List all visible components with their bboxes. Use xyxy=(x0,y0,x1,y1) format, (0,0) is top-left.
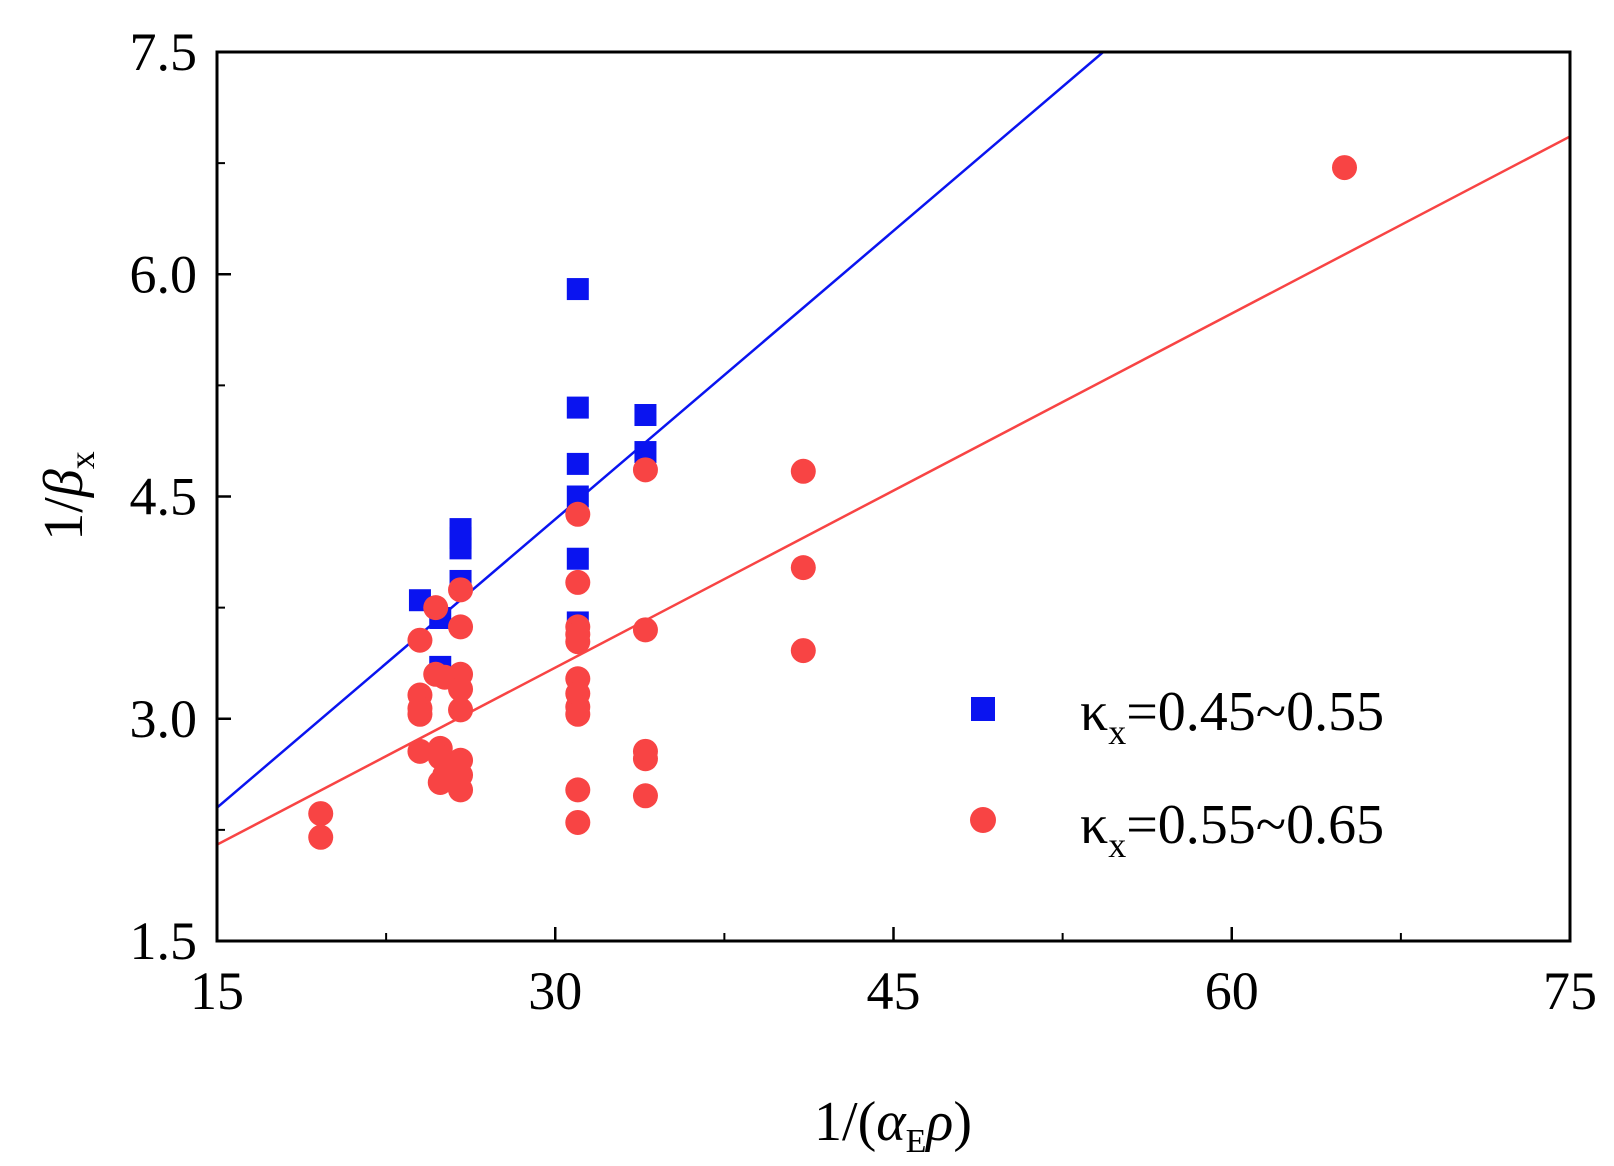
legend-marker-series-1 xyxy=(971,697,995,721)
point-series-2 xyxy=(308,824,334,850)
y-tick-label: 3.0 xyxy=(130,689,198,749)
point-series-2 xyxy=(632,746,658,772)
point-series-2 xyxy=(790,638,816,664)
x-tick-label: 60 xyxy=(1205,961,1259,1021)
legend: κx=0.45~0.55 κx=0.55~0.65 xyxy=(970,681,1384,865)
axis-ticks xyxy=(215,50,1572,943)
point-series-2 xyxy=(632,457,658,483)
x-axis-title: 1/(αEρ) xyxy=(814,1091,972,1160)
point-series-2 xyxy=(565,569,591,595)
data-points xyxy=(308,155,1357,850)
point-series-2 xyxy=(448,777,474,803)
x-tick-label: 45 xyxy=(867,961,921,1021)
legend-label-series-2: κx=0.55~0.65 xyxy=(1080,794,1384,865)
point-series-2 xyxy=(790,555,816,581)
point-series-1 xyxy=(566,485,589,508)
y-tick-label: 6.0 xyxy=(130,244,198,304)
y-tick-label: 7.5 xyxy=(130,22,198,82)
point-series-2 xyxy=(448,577,474,603)
point-series-1 xyxy=(566,452,589,475)
point-series-2 xyxy=(448,614,474,640)
point-series-2 xyxy=(448,697,474,723)
point-series-1 xyxy=(634,441,657,464)
y-tick-label: 1.5 xyxy=(130,911,198,971)
point-series-2 xyxy=(790,458,816,484)
x-tick-label: 75 xyxy=(1543,961,1597,1021)
point-series-2 xyxy=(407,627,433,653)
point-series-2 xyxy=(1332,155,1357,181)
point-series-2 xyxy=(423,595,449,621)
point-series-2 xyxy=(308,801,334,827)
point-series-2 xyxy=(448,676,474,702)
legend-label-series-1: κx=0.45~0.55 xyxy=(1080,681,1384,752)
point-series-1 xyxy=(566,396,589,419)
legend-marker-series-2 xyxy=(970,807,996,833)
point-series-2 xyxy=(407,701,433,727)
point-series-1 xyxy=(634,404,657,427)
point-series-2 xyxy=(565,809,591,835)
point-series-1 xyxy=(566,278,589,301)
fit-line-series-2 xyxy=(217,135,1570,846)
x-tick-label: 15 xyxy=(190,961,244,1021)
point-series-2 xyxy=(632,783,658,809)
x-tick-label: 30 xyxy=(528,961,582,1021)
y-axis-title: 1/βx xyxy=(33,451,102,540)
point-series-2 xyxy=(407,738,433,764)
point-series-2 xyxy=(565,629,591,655)
fit-line-series-1 xyxy=(217,52,1105,809)
point-series-2 xyxy=(565,777,591,803)
point-series-1 xyxy=(449,537,472,560)
fit-lines xyxy=(217,52,1570,846)
point-series-2 xyxy=(565,501,591,527)
point-series-2 xyxy=(565,701,591,727)
tick-labels: 15 30 45 60 75 1.5 3.0 4.5 6.0 7.5 xyxy=(130,22,1598,1021)
point-series-2 xyxy=(632,617,658,643)
y-tick-label: 4.5 xyxy=(130,467,198,527)
point-series-1 xyxy=(566,547,589,570)
